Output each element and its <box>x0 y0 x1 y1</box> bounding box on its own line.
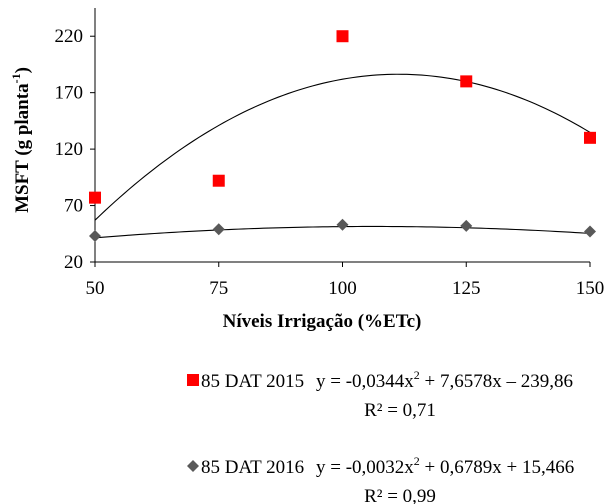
legend-marker-2016 <box>187 460 199 472</box>
x-tick-label: 50 <box>86 278 105 299</box>
legend-entry-2016: 85 DAT 2016 y = -0,0032x2 + 0,6789x + 15… <box>187 454 574 504</box>
y-tick-label: 20 <box>64 252 83 273</box>
data-point-2016 <box>584 225 596 238</box>
legend-equation-2016-exp: 2 <box>414 454 420 468</box>
legend-equation-2015-prefix: y = -0,0344x <box>316 371 414 392</box>
x-tick-label: 75 <box>209 278 228 299</box>
y-ticks: 20 70 120 170 220 <box>55 26 95 273</box>
y-axis-title-close: ) <box>12 67 33 73</box>
x-ticks: 50 75 100 125 150 <box>86 262 605 299</box>
data-point-2016 <box>89 230 101 243</box>
x-tick-label: 125 <box>452 278 481 299</box>
x-axis-title: Níveis Irrigação (%ETc) <box>223 311 422 332</box>
data-point-2015 <box>460 75 473 88</box>
y-axis-title-sup: -1 <box>9 73 23 83</box>
legend-label-2015: 85 DAT 2015 <box>201 371 304 392</box>
data-point-2016 <box>460 219 473 232</box>
trendline-2015 <box>94 73 591 221</box>
data-point-2016 <box>336 218 349 231</box>
y-tick-label: 120 <box>55 139 84 160</box>
y-tick-label: 220 <box>55 26 84 47</box>
legend-equation-2015-exp: 2 <box>414 368 420 382</box>
y-tick-label: 170 <box>55 83 84 104</box>
legend-equation-2016-prefix: y = -0,0032x <box>316 457 414 478</box>
legend-entry-2015: 85 DAT 2015 y = -0,0344x2 + 7,6578x – 23… <box>187 368 573 421</box>
data-point-2015 <box>212 174 225 187</box>
legend-r2-2016: R² = 0,99 <box>364 486 436 504</box>
legend-equation-2015: y = -0,0344x2 + 7,6578x – 239,86 <box>316 368 573 392</box>
x-tick-label: 150 <box>576 278 605 299</box>
y-tick-label: 70 <box>64 196 83 217</box>
markers <box>89 30 596 243</box>
legend-label-2016: 85 DAT 2016 <box>201 457 304 478</box>
legend-marker-2015 <box>187 374 199 386</box>
x-tick-label: 100 <box>328 278 357 299</box>
data-point-2015 <box>336 30 349 43</box>
legend-equation-2016-suffix: + 0,6789x + 15,466 <box>420 457 574 478</box>
legend-equation-2015-suffix: + 7,6578x – 239,86 <box>420 371 573 392</box>
y-axis-title-main: MSFT (g planta <box>12 83 33 213</box>
data-point-2015 <box>89 191 101 204</box>
y-axis-title: MSFT (g planta-1) <box>9 67 33 213</box>
legend-r2-2015: R² = 0,71 <box>364 400 436 421</box>
fit-curves <box>94 73 591 239</box>
data-point-2016 <box>212 223 225 236</box>
data-point-2015 <box>584 131 596 144</box>
legend-equation-2016: y = -0,0032x2 + 0,6789x + 15,466 <box>316 454 574 478</box>
